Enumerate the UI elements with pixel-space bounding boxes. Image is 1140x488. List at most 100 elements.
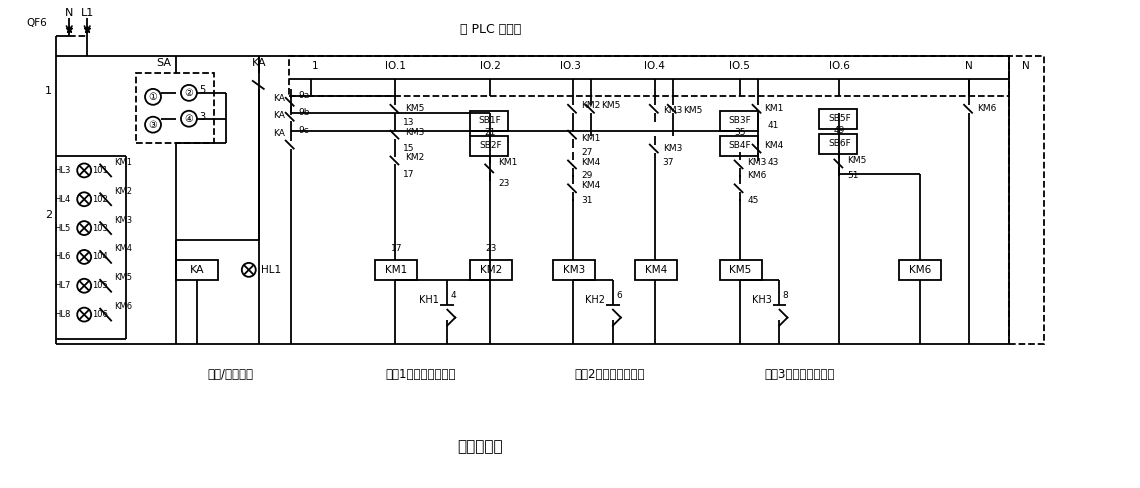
Text: 3: 3 bbox=[198, 112, 205, 122]
Text: 4: 4 bbox=[450, 291, 456, 300]
Bar bbox=[820, 109, 857, 129]
Text: KM2: KM2 bbox=[114, 187, 132, 196]
Text: 1: 1 bbox=[312, 61, 319, 71]
Text: KM4: KM4 bbox=[114, 244, 132, 253]
Text: 變頻2號泵電動機工頻: 變頻2號泵電動機工頻 bbox=[575, 368, 645, 381]
Text: KM5: KM5 bbox=[730, 265, 751, 275]
Text: 27: 27 bbox=[581, 148, 593, 157]
Text: 23: 23 bbox=[498, 179, 510, 188]
Text: HL8: HL8 bbox=[54, 310, 71, 319]
Circle shape bbox=[145, 117, 161, 133]
Text: 15: 15 bbox=[404, 144, 415, 153]
Text: KM6: KM6 bbox=[909, 265, 931, 275]
Text: 49: 49 bbox=[833, 126, 845, 135]
Text: KA: KA bbox=[252, 58, 266, 68]
Text: KH3: KH3 bbox=[751, 295, 772, 305]
Bar bbox=[176, 260, 218, 280]
Text: KA: KA bbox=[189, 265, 204, 275]
Text: KM2: KM2 bbox=[406, 153, 425, 162]
Text: SB4F: SB4F bbox=[728, 141, 751, 150]
Circle shape bbox=[78, 192, 91, 206]
Text: KM5: KM5 bbox=[114, 273, 132, 282]
Text: N: N bbox=[966, 61, 972, 71]
Bar bbox=[375, 260, 417, 280]
Bar bbox=[288, 56, 1009, 96]
Bar bbox=[719, 260, 762, 280]
Circle shape bbox=[78, 279, 91, 293]
Text: 變頻3號泵電動機工頻: 變頻3號泵電動機工頻 bbox=[764, 368, 834, 381]
Circle shape bbox=[181, 111, 197, 127]
Text: KA: KA bbox=[272, 129, 285, 138]
Text: KM1: KM1 bbox=[385, 265, 407, 275]
Circle shape bbox=[78, 250, 91, 264]
Text: 6: 6 bbox=[616, 291, 621, 300]
Bar bbox=[719, 136, 758, 156]
Circle shape bbox=[242, 263, 255, 277]
Text: 變頻1號泵電動機工頻: 變頻1號泵電動機工頻 bbox=[385, 368, 456, 381]
Text: KH2: KH2 bbox=[585, 295, 605, 305]
Text: HL3: HL3 bbox=[54, 166, 71, 175]
Text: IO.4: IO.4 bbox=[644, 61, 666, 71]
Text: IO.3: IO.3 bbox=[560, 61, 580, 71]
Text: KM4: KM4 bbox=[581, 181, 601, 190]
Text: 17: 17 bbox=[404, 170, 415, 179]
Text: 45: 45 bbox=[748, 196, 759, 205]
Text: 29: 29 bbox=[581, 171, 593, 180]
Text: 13: 13 bbox=[404, 118, 415, 127]
Text: 9b: 9b bbox=[299, 108, 310, 117]
Bar bbox=[719, 111, 758, 131]
Bar bbox=[899, 260, 942, 280]
Circle shape bbox=[78, 307, 91, 322]
Bar bbox=[470, 111, 508, 131]
Text: KM5: KM5 bbox=[847, 156, 866, 165]
Text: KA: KA bbox=[272, 111, 285, 120]
Text: KM4: KM4 bbox=[644, 265, 667, 275]
Text: 106: 106 bbox=[92, 310, 108, 319]
Bar bbox=[635, 260, 677, 280]
Text: 21: 21 bbox=[484, 128, 496, 137]
Text: 1: 1 bbox=[44, 86, 51, 96]
Text: 102: 102 bbox=[92, 195, 108, 204]
Text: IO.2: IO.2 bbox=[480, 61, 500, 71]
Bar bbox=[470, 136, 508, 156]
Text: 41: 41 bbox=[767, 121, 779, 130]
Text: SB6F: SB6F bbox=[828, 139, 850, 148]
Text: 43: 43 bbox=[767, 158, 779, 167]
Text: 8: 8 bbox=[782, 291, 788, 300]
Circle shape bbox=[78, 221, 91, 235]
Text: KM4: KM4 bbox=[765, 141, 784, 150]
Text: HL7: HL7 bbox=[54, 281, 71, 290]
Text: KA: KA bbox=[272, 94, 285, 103]
Text: 5: 5 bbox=[198, 85, 205, 95]
Text: KM5: KM5 bbox=[601, 102, 620, 110]
Text: 接 PLC 的輸出: 接 PLC 的輸出 bbox=[459, 23, 521, 36]
Text: KH1: KH1 bbox=[420, 295, 439, 305]
Text: 控制線路圖: 控制線路圖 bbox=[457, 439, 503, 454]
Bar bbox=[553, 260, 595, 280]
Text: KM4: KM4 bbox=[581, 158, 601, 167]
Text: SB3F: SB3F bbox=[728, 116, 751, 125]
Text: KM2: KM2 bbox=[581, 102, 601, 110]
Text: SB2F: SB2F bbox=[479, 141, 502, 150]
Circle shape bbox=[145, 89, 161, 105]
Text: KM1: KM1 bbox=[581, 134, 601, 143]
Text: KM5: KM5 bbox=[406, 104, 425, 113]
Text: HL4: HL4 bbox=[54, 195, 71, 204]
Text: KM6: KM6 bbox=[114, 302, 132, 311]
Text: 9a: 9a bbox=[299, 91, 310, 101]
Text: HL5: HL5 bbox=[54, 224, 71, 233]
Circle shape bbox=[78, 163, 91, 177]
Text: 23: 23 bbox=[486, 244, 497, 253]
Text: ④: ④ bbox=[185, 114, 194, 124]
Bar bbox=[136, 73, 214, 142]
Text: 101: 101 bbox=[92, 166, 108, 175]
Text: KM6: KM6 bbox=[977, 104, 996, 113]
Text: N: N bbox=[65, 8, 73, 19]
Text: KM3: KM3 bbox=[114, 216, 132, 224]
Text: 37: 37 bbox=[662, 158, 674, 167]
Text: 35: 35 bbox=[734, 128, 746, 137]
Text: KM3: KM3 bbox=[406, 128, 425, 137]
Text: KM5: KM5 bbox=[683, 106, 702, 115]
Text: KM6: KM6 bbox=[748, 171, 767, 180]
Text: SA: SA bbox=[156, 58, 171, 68]
